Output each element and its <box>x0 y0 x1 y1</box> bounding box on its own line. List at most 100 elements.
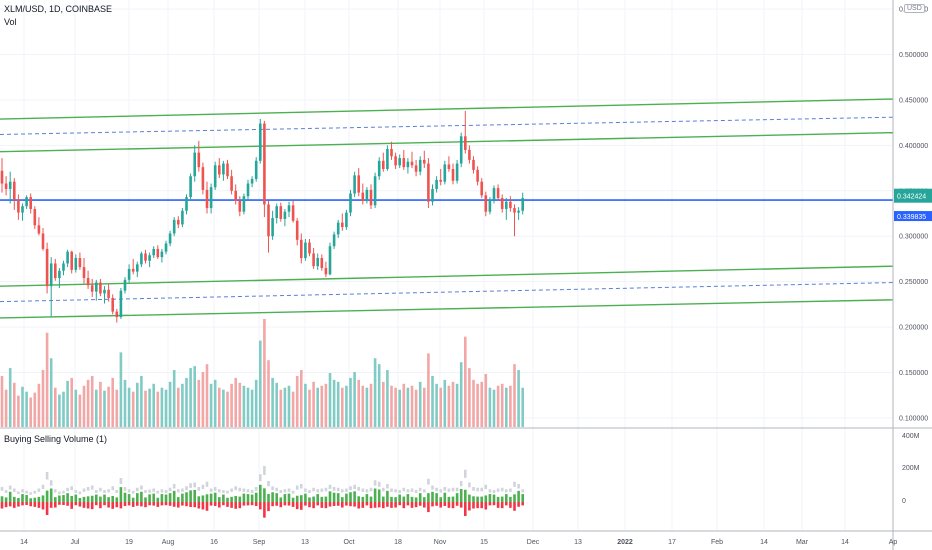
candle-body <box>459 136 463 164</box>
bsv-buy-bar <box>123 492 127 502</box>
volume-bar <box>304 383 307 427</box>
volume-bar <box>0 375 4 427</box>
bsv-total-bar <box>464 469 467 478</box>
lower-channel-top <box>0 265 894 287</box>
bsv-sell-bar <box>86 502 90 509</box>
candle-body <box>156 248 160 258</box>
price-tick-label: 0.300000 <box>899 234 928 241</box>
bsv-total-bar <box>320 488 324 492</box>
volume-bar <box>283 387 287 427</box>
bsv-sell-bar <box>291 502 295 507</box>
bsv-buy-bar <box>271 492 274 502</box>
bsv-buy-bar <box>160 494 164 502</box>
bsv-sell-bar <box>115 502 119 508</box>
candle-body <box>226 163 229 177</box>
bsv-total-bar <box>131 490 135 494</box>
bsv-sell-bar <box>127 502 131 506</box>
bsv-total-bar <box>127 489 131 493</box>
bsv-sell-bar <box>488 502 492 506</box>
bsv-total-bar <box>328 484 332 490</box>
bsv-total-bar <box>406 489 410 493</box>
bsv-buy-bar <box>455 493 459 502</box>
bsv-buy-bar <box>336 493 340 502</box>
volume-bar <box>17 395 20 427</box>
bsv-total-bar <box>25 490 28 494</box>
bsv-buy-bar <box>418 493 422 502</box>
candle-body <box>365 189 369 201</box>
currency-badge[interactable]: USD <box>904 4 925 13</box>
volume-bar <box>435 383 438 427</box>
volume-bar <box>246 387 250 427</box>
candle-body <box>58 270 61 279</box>
bsv-sell-bar <box>447 502 451 508</box>
bsv-sell-bar <box>123 502 127 506</box>
candle-body <box>476 169 479 182</box>
bsv-total-bar <box>295 485 299 490</box>
candle-body <box>107 289 110 298</box>
volume-bar <box>181 383 184 427</box>
time-tick-label: 2022 <box>617 539 633 546</box>
bsv-sell-bar <box>95 502 98 506</box>
volume-bar <box>177 387 180 427</box>
bsv-total-bar <box>246 489 250 493</box>
grid <box>0 0 894 530</box>
volume-bar <box>496 385 500 427</box>
candle-body <box>230 176 233 191</box>
bsv-buy-bar <box>197 496 201 502</box>
bsv-total-bar <box>431 485 434 490</box>
bsv-sell-bar <box>472 502 475 509</box>
bsv-total-bar <box>349 486 352 491</box>
volume-bar <box>492 389 496 427</box>
bsv-sell-bar <box>300 502 303 510</box>
bsv-buy-bar <box>168 493 172 502</box>
bsv-total-bar <box>250 490 254 493</box>
bsv-buy-bar <box>295 495 299 502</box>
bsv-sell-bar <box>66 502 69 506</box>
bsv-total-bar <box>410 488 414 492</box>
bsv-buy-bar <box>369 496 373 502</box>
bsv-buy-bar <box>152 493 155 502</box>
bsv-sell-bar <box>394 502 397 508</box>
time-tick-label: Mar <box>796 539 809 546</box>
bsv-buy-bar <box>185 492 188 502</box>
bsv-sell-bar <box>382 502 385 509</box>
bsv-total-bar <box>398 490 401 493</box>
candle-body <box>164 243 168 252</box>
bsv-sell-bar <box>275 502 278 506</box>
bsv-buy-bar <box>13 496 16 502</box>
bsv-sell-bar <box>521 502 524 506</box>
volume-bar <box>357 379 360 427</box>
volume-bar <box>230 383 233 427</box>
time-tick-label: 14 <box>20 539 28 546</box>
bsv-total-bar <box>90 485 94 490</box>
bsv-sell-bar <box>136 502 139 506</box>
bsv-buy-bar <box>250 494 254 502</box>
volume-bar <box>103 390 106 427</box>
volume-bar <box>234 377 237 427</box>
volume-bar <box>361 385 365 427</box>
time-tick-label: Oct <box>344 539 355 546</box>
bsv-buy-bar <box>386 490 389 502</box>
candle-body <box>205 189 209 209</box>
volume-bar <box>517 370 520 427</box>
bsv-total-bar <box>160 489 164 493</box>
time-axis[interactable]: 14 Jul 19 Aug 16 Sep 13 Oct 18 Nov 15 Dec 13 2022 17 Fe… <box>20 539 897 546</box>
bsv-sell-bar <box>271 502 274 507</box>
bsv-sell-bar <box>476 502 479 509</box>
bsv-buy-bar <box>275 493 278 502</box>
candle-body <box>123 279 127 291</box>
bsv-sell-bar <box>332 502 336 506</box>
bsv-total-bar <box>275 487 278 492</box>
bsv-sell-bar <box>414 502 418 508</box>
volume-bar <box>148 388 151 427</box>
bsv-buy-bar <box>365 494 369 502</box>
bsv-total-bar <box>213 487 217 491</box>
candle-body <box>4 183 8 189</box>
bsv-total-bar <box>189 483 192 488</box>
candle-body <box>373 176 377 206</box>
price-axis[interactable]: 0.5500000.5000000.4500000.4000000.350000… <box>894 7 932 505</box>
volume-bar <box>312 381 315 427</box>
bsv-buy-bar <box>4 497 8 502</box>
bsv-sell-bar <box>254 502 258 506</box>
